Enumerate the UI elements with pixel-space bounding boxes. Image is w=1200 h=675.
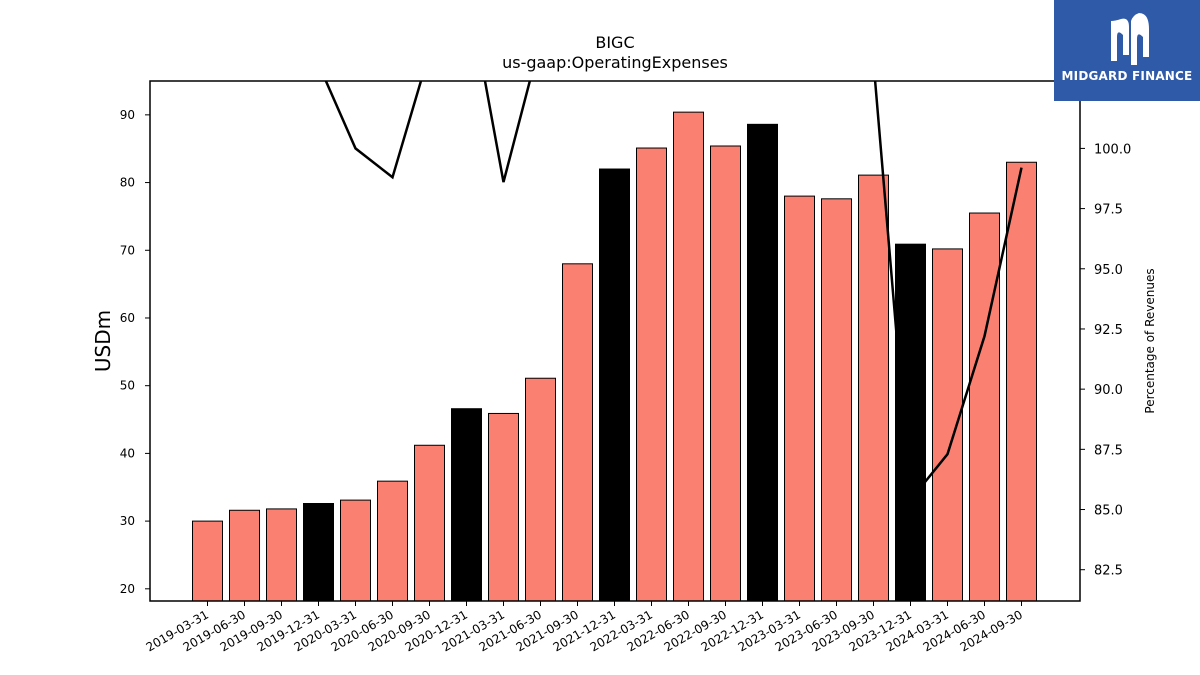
bar-2021-06-30	[525, 377, 556, 602]
y2-axis-label: Percentage of Revenues	[1143, 268, 1157, 413]
y2-tick-label: 92.5	[1094, 323, 1123, 338]
bar-2022-06-30	[673, 111, 704, 602]
y2-axis: 82.5 85.0 87.5 90.0 92.5 95.0 97.5 100.0	[1080, 142, 1131, 579]
bar-2024-03-31	[932, 248, 963, 602]
line-group	[324, 81, 1023, 504]
bar-2021-12-31	[599, 168, 630, 602]
bar-2020-06-30	[377, 480, 408, 602]
bar-2024-06-30	[969, 212, 1000, 602]
y2-tick-label: 82.5	[1094, 564, 1123, 579]
y-tick-label: 20	[120, 582, 135, 596]
y2-tick-label: 95.0	[1094, 263, 1123, 278]
y2-tick-label: 97.5	[1094, 203, 1123, 218]
bar-2020-09-30	[414, 444, 445, 602]
y2-tick-label: 87.5	[1094, 443, 1123, 458]
bar-2023-09-30	[858, 174, 889, 602]
bar-2022-09-30	[710, 145, 741, 602]
bar-2019-06-30	[229, 509, 260, 602]
bar-2020-03-31	[340, 499, 371, 602]
bar-2023-06-30	[821, 198, 852, 602]
x-axis: 2019-03-312019-06-302019-09-302019-12-31…	[144, 601, 1025, 654]
logo-mark-icon	[1111, 13, 1149, 65]
bar-2021-03-31	[488, 412, 519, 602]
bar-2024-09-30	[1006, 161, 1037, 602]
y-axis: 20 30 40 50 60 70 80 90	[120, 108, 150, 596]
brand-name: MIDGARD FINANCE	[1061, 69, 1193, 83]
bar-2021-09-30	[562, 263, 593, 602]
y-tick-label: 60	[120, 311, 135, 325]
y-tick-label: 50	[120, 379, 135, 393]
bar-2020-12-31	[451, 408, 482, 602]
y-tick-label: 90	[120, 108, 135, 122]
bar-2019-12-31	[303, 503, 334, 602]
y-tick-label: 40	[120, 446, 135, 460]
y2-tick-label: 90.0	[1094, 383, 1123, 398]
percentage-line	[324, 81, 1023, 504]
y-axis-label: USDm	[91, 310, 115, 372]
bar-2022-12-31	[747, 123, 778, 602]
chart-subtitle: us-gaap:OperatingExpenses	[502, 53, 728, 72]
bar-2023-03-31	[784, 195, 815, 602]
y-tick-label: 80	[120, 176, 135, 190]
brand-logo: MIDGARD FINANCE	[1054, 0, 1200, 101]
y2-tick-label: 100.0	[1094, 142, 1131, 157]
bar-2022-03-31	[636, 147, 667, 602]
y-tick-label: 30	[120, 514, 135, 528]
bar-2019-09-30	[266, 508, 297, 602]
bar-2023-12-31	[895, 243, 926, 602]
bars-group	[192, 111, 1037, 602]
y2-tick-label: 85.0	[1094, 504, 1123, 519]
chart-title: BIGC	[595, 33, 634, 52]
bar-2019-03-31	[192, 520, 223, 602]
y-tick-label: 70	[120, 243, 135, 257]
